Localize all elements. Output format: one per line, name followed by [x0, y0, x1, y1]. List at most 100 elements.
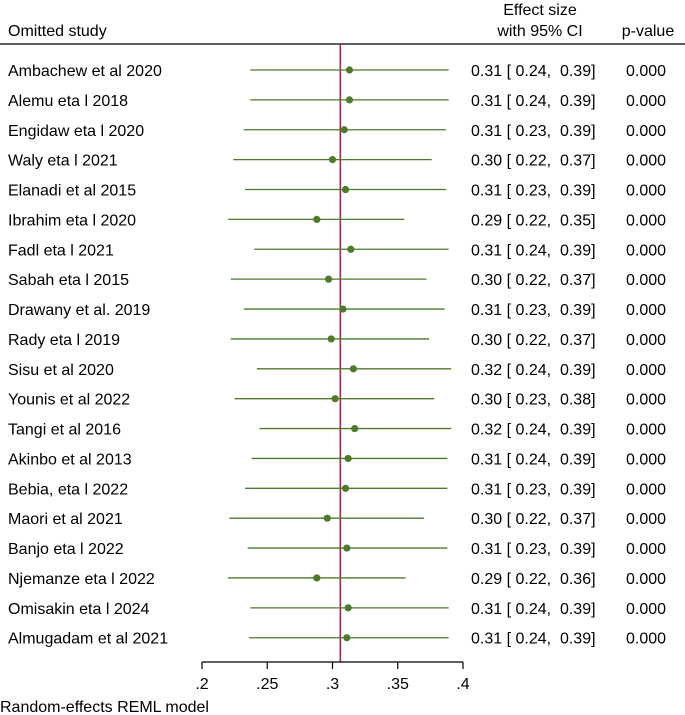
study-name: Banjo eta l 2022: [8, 541, 124, 558]
effect-ci-label: 0.30 [ 0.22, 0.37]: [471, 272, 596, 289]
study-row: Waly eta l 2021 0.30 [ 0.22, 0.37] 0.000: [8, 153, 666, 170]
study-row: Njemanze eta l 2022 0.29 [ 0.22, 0.36] 0.0…: [8, 571, 666, 588]
x-tick-label: .25: [256, 676, 278, 693]
effect-point: [343, 544, 351, 552]
effect-point: [313, 215, 321, 223]
study-name: Fadl eta l 2021: [8, 242, 114, 259]
study-name: Waly eta l 2021: [8, 153, 118, 170]
study-name: Ambachew et al 2020: [8, 63, 162, 80]
x-tick-label: .3: [326, 676, 339, 693]
effect-point: [351, 424, 359, 433]
effect-ci-label: 0.31 [ 0.23, 0.39]: [471, 123, 596, 140]
p-value: 0.000: [626, 183, 666, 200]
study-name: Omisakin eta l 2024: [8, 601, 150, 618]
study-name: Rady eta l 2019: [8, 332, 120, 349]
header-ci: with 95% CI: [496, 23, 582, 40]
study-row: Elanadi et al 2015 0.31 [ 0.23, 0.39] 0.00…: [8, 183, 666, 200]
effect-point: [349, 365, 357, 373]
effect-ci-label: 0.31 [ 0.23, 0.39]: [471, 541, 596, 558]
effect-point: [347, 245, 355, 253]
study-row: Akinbo et al 2013 0.31 [ 0.24, 0.39] 0.000: [8, 451, 666, 468]
header-pvalue: p-value: [622, 23, 675, 40]
effect-point: [345, 66, 354, 74]
effect-point: [341, 484, 350, 492]
p-value: 0.000: [626, 481, 666, 498]
study-name: Almugadam et al 2021: [8, 631, 168, 648]
study-rows: Ambachew et al 2020 0.31 [ 0.24, 0.39] 0.0…: [8, 44, 666, 662]
header-omitted-study: Omitted study: [8, 23, 107, 40]
study-row: Sabah eta l 2015 0.30 [ 0.22, 0.37] 0.000: [8, 272, 666, 289]
effect-ci-label: 0.31 [ 0.23, 0.39]: [471, 481, 596, 498]
effect-point: [324, 275, 333, 283]
p-value: 0.000: [626, 302, 666, 319]
effect-ci-label: 0.29 [ 0.22, 0.35]: [471, 212, 596, 229]
effect-point: [327, 335, 335, 343]
effect-point: [344, 454, 352, 463]
x-tick-label: .2: [195, 676, 208, 693]
p-value: 0.000: [626, 451, 666, 468]
study-name: Njemanze eta l 2022: [8, 571, 155, 588]
effect-point: [340, 126, 348, 134]
study-row: Tangi et al 2016 0.32 [ 0.24, 0.39] 0.000: [8, 422, 666, 439]
effect-point: [313, 574, 321, 582]
study-row: Engidaw eta l 2020 0.31 [ 0.23, 0.39] 0.00…: [8, 123, 666, 140]
effect-ci-label: 0.31 [ 0.23, 0.39]: [471, 302, 596, 319]
study-name: Sabah eta l 2015: [8, 272, 129, 289]
study-row: Younis et al 2022 0.30 [ 0.23, 0.38] 0.000: [8, 392, 666, 409]
p-value: 0.000: [626, 332, 666, 349]
study-row: Ambachew et al 2020 0.31 [ 0.24, 0.39] 0.0…: [8, 63, 666, 80]
p-value: 0.000: [626, 631, 666, 648]
p-value: 0.000: [626, 212, 666, 229]
p-value: 0.000: [626, 272, 666, 289]
x-axis: .2 .25 .3 .35 .4: [195, 661, 470, 693]
p-value: 0.000: [626, 571, 666, 588]
study-row: Alemu eta l 2018 0.31 [ 0.24, 0.39] 0.000: [8, 93, 666, 110]
header-effect-size: Effect size: [503, 2, 577, 19]
p-value: 0.000: [626, 422, 666, 439]
p-value: 0.000: [626, 541, 666, 558]
study-row: Drawany et al. 2019 0.31 [ 0.23, 0.39] 0.0…: [8, 302, 666, 319]
effect-point: [345, 96, 354, 104]
study-row: Ibrahim eta l 2020 0.29 [ 0.22, 0.35] 0.00…: [8, 212, 666, 229]
effect-ci-label: 0.30 [ 0.22, 0.37]: [471, 332, 596, 349]
effect-ci-label: 0.31 [ 0.24, 0.39]: [471, 93, 596, 110]
study-row: Bebia, eta l 2022 0.31 [ 0.23, 0.39] 0.000: [8, 481, 666, 498]
study-row: Rady eta l 2019 0.30 [ 0.22, 0.37] 0.000: [8, 332, 666, 349]
effect-ci-label: 0.30 [ 0.22, 0.37]: [471, 153, 596, 170]
study-row: Omisakin eta l 2024 0.31 [ 0.24, 0.39] 0.0…: [8, 601, 666, 618]
effect-ci-label: 0.31 [ 0.23, 0.39]: [471, 183, 596, 200]
effect-point: [343, 634, 351, 642]
p-value: 0.000: [626, 511, 666, 528]
study-name: Maori et al 2021: [8, 511, 123, 528]
footer-model-label: Random-effects REML model: [0, 699, 209, 715]
p-value: 0.000: [626, 93, 666, 110]
effect-point: [328, 156, 337, 164]
effect-ci-label: 0.31 [ 0.24, 0.39]: [471, 451, 596, 468]
p-value: 0.000: [626, 362, 666, 379]
study-name: Bebia, eta l 2022: [8, 481, 128, 498]
p-value: 0.000: [626, 123, 666, 140]
effect-ci-label: 0.30 [ 0.22, 0.37]: [471, 511, 596, 528]
p-value: 0.000: [626, 392, 666, 409]
study-row: Fadl eta l 2021 0.31 [ 0.24, 0.39] 0.000: [8, 242, 666, 259]
study-name: Sisu et al 2020: [8, 362, 114, 379]
study-row: Banjo eta l 2022 0.31 [ 0.23, 0.39] 0.000: [8, 541, 666, 558]
study-row: Almugadam et al 2021 0.31 [ 0.24, 0.39] 0.…: [8, 631, 666, 648]
effect-ci-label: 0.31 [ 0.24, 0.39]: [471, 601, 596, 618]
effect-ci-label: 0.29 [ 0.22, 0.36]: [471, 571, 596, 588]
study-name: Engidaw eta l 2020: [8, 123, 144, 140]
effect-ci-label: 0.31 [ 0.24, 0.39]: [471, 242, 596, 259]
effect-point: [341, 185, 350, 194]
effect-point: [331, 395, 339, 403]
study-name: Akinbo et al 2013: [8, 451, 132, 468]
study-name: Elanadi et al 2015: [8, 183, 136, 200]
effect-ci-label: 0.32 [ 0.24, 0.39]: [471, 362, 596, 379]
p-value: 0.000: [626, 63, 666, 80]
x-tick-label: .35: [387, 676, 409, 693]
study-name: Tangi et al 2016: [8, 422, 121, 439]
effect-point: [339, 305, 347, 313]
study-name: Younis et al 2022: [8, 392, 130, 409]
effect-point: [344, 604, 352, 612]
p-value: 0.000: [626, 601, 666, 618]
